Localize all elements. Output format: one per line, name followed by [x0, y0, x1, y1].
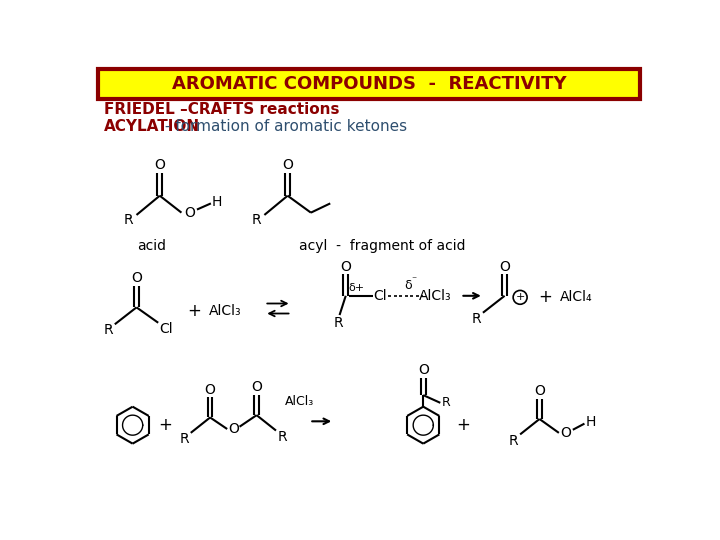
- Text: R: R: [277, 430, 287, 444]
- Text: - formation of aromatic ketones: - formation of aromatic ketones: [160, 119, 407, 134]
- Text: R: R: [333, 316, 343, 330]
- Text: O: O: [251, 380, 262, 394]
- Text: acyl  -  fragment of acid: acyl - fragment of acid: [300, 239, 466, 253]
- Text: O: O: [184, 206, 194, 220]
- Text: +: +: [538, 288, 552, 306]
- Text: δ: δ: [404, 279, 412, 292]
- Text: O: O: [341, 260, 351, 274]
- Bar: [98, 69, 640, 99]
- Text: O: O: [534, 384, 545, 399]
- Text: +: +: [158, 416, 172, 434]
- Text: +: +: [456, 416, 470, 434]
- Text: +: +: [516, 292, 525, 302]
- Text: ACYLATION: ACYLATION: [104, 119, 200, 134]
- Text: ⁻: ⁻: [411, 275, 416, 286]
- Text: R: R: [180, 432, 189, 446]
- Text: O: O: [131, 271, 142, 285]
- Text: FRIEDEL –CRAFTS reactions: FRIEDEL –CRAFTS reactions: [104, 102, 339, 117]
- Text: AlCl₄: AlCl₄: [559, 291, 593, 305]
- Text: R: R: [252, 213, 261, 227]
- Text: R: R: [124, 213, 134, 227]
- Text: R: R: [104, 323, 114, 338]
- Text: O: O: [154, 158, 165, 172]
- Text: O: O: [499, 260, 510, 274]
- Text: H: H: [585, 415, 596, 429]
- Text: O: O: [418, 363, 428, 377]
- Text: AlCl₃: AlCl₃: [418, 289, 451, 303]
- Text: +: +: [188, 302, 202, 320]
- Text: H: H: [212, 195, 222, 209]
- Text: Cl: Cl: [159, 322, 173, 336]
- Text: O: O: [560, 426, 571, 440]
- Text: R: R: [509, 434, 518, 448]
- Text: O: O: [228, 422, 239, 436]
- Text: AlCl₃: AlCl₃: [210, 304, 242, 318]
- Text: R: R: [442, 396, 451, 409]
- Text: O: O: [204, 383, 215, 397]
- Text: Cl: Cl: [373, 289, 387, 303]
- Text: O: O: [282, 158, 293, 172]
- Text: acid: acid: [138, 239, 166, 253]
- Text: δ+: δ+: [348, 283, 364, 293]
- Text: R: R: [472, 312, 482, 326]
- Text: AROMATIC COMPOUNDS  -  REACTIVITY: AROMATIC COMPOUNDS - REACTIVITY: [171, 75, 567, 93]
- Text: AlCl₃: AlCl₃: [284, 395, 314, 408]
